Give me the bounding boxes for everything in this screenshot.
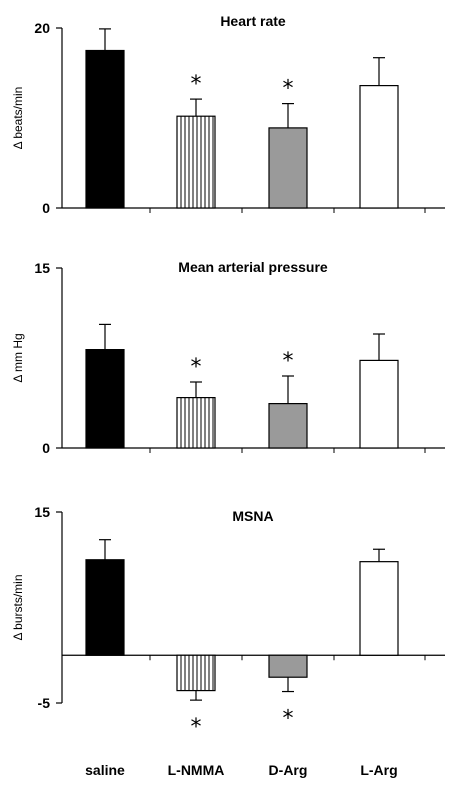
chart-panel-msna: MSNA Δ bursts/min -5 15 * *: [11, 504, 445, 740]
category-labels: saline L-NMMA D-Arg L-Arg: [85, 762, 398, 778]
bar-d-arg: [268, 127, 308, 209]
bar-l-arg: [359, 84, 399, 209]
y-tick-label: 20: [34, 20, 50, 36]
significance-marker: *: [283, 707, 294, 732]
significance-marker: *: [283, 77, 294, 102]
bar-l-nmma: [176, 115, 216, 209]
y-tick-label: 15: [34, 504, 50, 520]
significance-marker: *: [191, 72, 202, 97]
significance-marker: *: [191, 355, 202, 380]
y-axis-label: Δ mm Hg: [11, 333, 25, 382]
significance-marker: *: [191, 715, 202, 740]
bar-d-arg: [268, 403, 308, 449]
y-tick-label: 0: [42, 200, 50, 216]
category-label-d-arg: D-Arg: [269, 762, 308, 778]
y-tick-label: 0: [42, 440, 50, 456]
bar-l-nmma: [176, 397, 216, 449]
bar-d-arg: [268, 654, 308, 678]
y-axis-label: Δ bursts/min: [11, 574, 25, 640]
significance-marker: *: [283, 349, 294, 374]
chart-title: Mean arterial pressure: [178, 259, 328, 275]
category-label-saline: saline: [85, 762, 125, 778]
y-tick-label: 15: [34, 260, 50, 276]
category-label-l-nmma: L-NMMA: [168, 762, 225, 778]
chart-panel-heart-rate: Heart rate Δ beats/min 0 20 * *: [11, 13, 445, 216]
bar-l-arg: [359, 359, 399, 449]
chart-panel-mean-arterial-pressure: Mean arterial pressure Δ mm Hg 0 15 * *: [11, 259, 445, 456]
chart-title: Heart rate: [220, 13, 286, 29]
bar-l-nmma: [176, 654, 216, 692]
bar-saline: [85, 49, 125, 209]
bar-saline: [85, 559, 125, 656]
chart-title: MSNA: [232, 508, 273, 524]
bar-saline: [85, 349, 125, 449]
category-label-l-arg: L-Arg: [360, 762, 397, 778]
y-tick-label: -5: [38, 695, 51, 711]
bar-l-arg: [359, 561, 399, 656]
y-axis-label: Δ beats/min: [11, 87, 25, 150]
